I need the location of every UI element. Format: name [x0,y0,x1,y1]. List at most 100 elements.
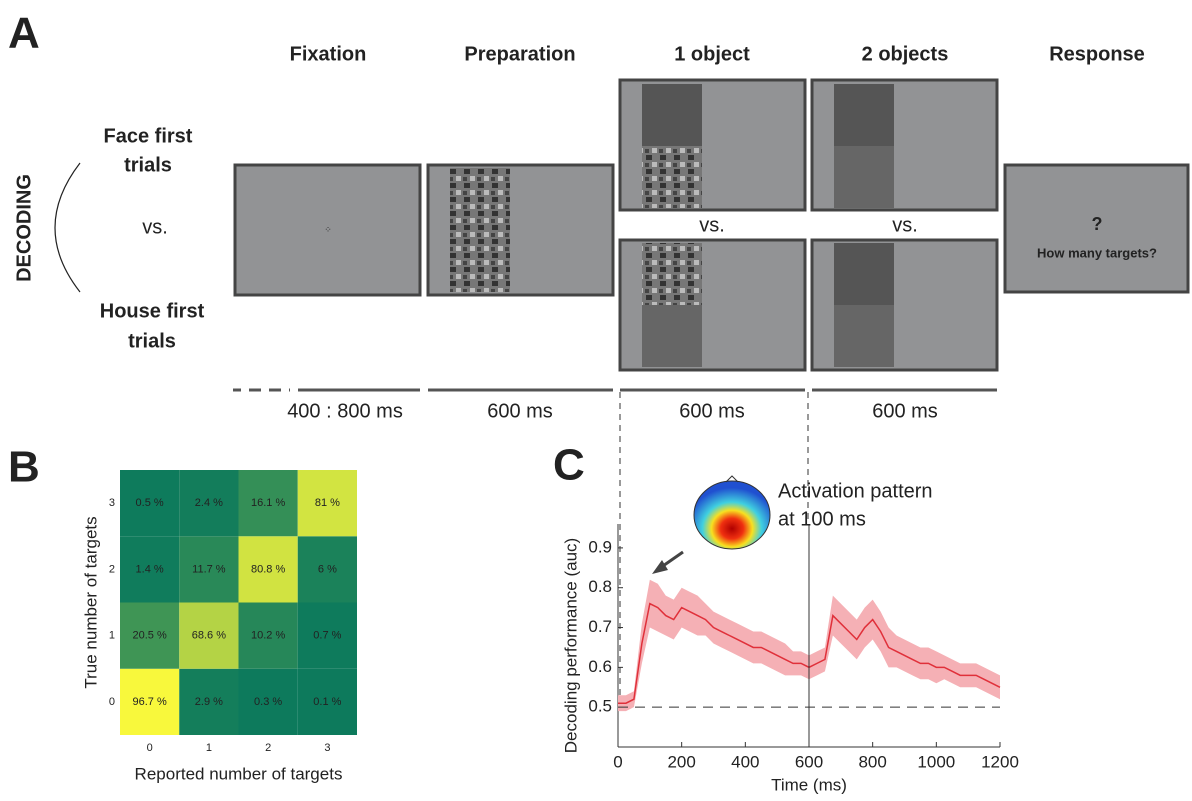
header: 2 objects [862,43,949,65]
label: How many targets? [1037,245,1157,260]
image [834,243,894,305]
label: trials [124,154,172,176]
image [642,305,702,367]
cell [297,602,357,669]
image [834,305,894,367]
cell [120,668,180,735]
header: Fixation [290,43,367,65]
image [834,84,894,146]
cell [297,668,357,735]
cell [120,602,180,669]
cell [179,536,239,603]
x-tick-label: 1200 [981,752,1019,771]
y-tick-label: 0.5 [588,697,612,716]
cell [120,536,180,603]
duration: 600 ms [679,400,745,422]
cell [297,470,357,537]
header: 1 object [674,43,750,65]
label: House first [100,300,205,322]
image [642,243,702,305]
value-label: 0.5 % [136,497,164,509]
value-label: 2.4 % [195,497,223,509]
y-tick-label: 3 [109,497,115,509]
value-label: 10.2 % [251,630,285,642]
y-tick-label: 1 [109,630,115,642]
image [450,168,510,292]
head [693,480,771,550]
cell [238,536,298,603]
duration: 600 ms [872,400,938,422]
image [834,146,894,208]
value-label: 68.6 % [192,630,226,642]
header: Response [1049,43,1145,65]
cell [120,470,180,537]
value-label: 16.1 % [251,497,285,509]
x-tick-label: 1000 [917,752,955,771]
label: vs. [699,214,725,236]
y-tick-label: 2 [109,563,115,575]
panel-label: B [8,443,40,492]
value-label: 0.7 % [313,630,341,642]
x-tick-label: 400 [731,752,759,771]
cell [297,536,357,603]
cell [179,602,239,669]
x-axis-label: Reported number of targets [135,764,343,783]
x-tick-label: 3 [324,742,330,754]
cell [238,668,298,735]
cell [238,602,298,669]
value-label: 6 % [318,563,337,575]
label: vs. [892,214,918,236]
x-tick-label: 0 [147,742,153,754]
image [642,84,702,146]
screen [1003,163,1190,294]
value-label: 20.5 % [133,630,167,642]
value-label: 0.1 % [313,696,341,708]
image [642,146,702,208]
cell [179,470,239,537]
x-tick-label: 1 [206,742,212,754]
fixation-dot: ⁘ [324,224,332,234]
x-tick-label: 2 [265,742,271,754]
duration: 400 : 800 ms [287,400,403,422]
value-label: 96.7 % [133,696,167,708]
value-label: 80.8 % [251,563,285,575]
value-label: 81 % [315,497,340,509]
screen [233,163,422,297]
label: Face first [104,125,193,147]
annotation: Activation pattern [778,480,933,502]
annotation: at 100 ms [778,508,866,530]
x-tick-label: 800 [858,752,886,771]
cell [179,668,239,735]
nose [725,475,739,483]
value-label: 1.4 % [136,563,164,575]
arrow [54,162,81,293]
y-tick-label: 0.7 [588,617,612,636]
side-title: DECODING [13,174,35,282]
cell [238,470,298,537]
y-tick-label: 0.9 [588,537,612,556]
y-axis-label: Decoding performance (auc) [561,538,580,753]
panel-label: A [8,9,40,58]
arrowhead [652,560,668,574]
value-label: 11.7 % [192,563,226,575]
x-tick-label: 200 [667,752,695,771]
panel-label: C [553,441,585,490]
error-band [618,579,1000,712]
x-tick-label: 600 [795,752,823,771]
topography [652,475,771,574]
connector [619,392,809,705]
panel-a: A Fixation Preparation 1 object 2 object… [8,9,1190,705]
y-tick-label: 0 [109,696,115,708]
duration: 600 ms [487,400,553,422]
label: ? [1092,214,1103,234]
x-axis-label: Time (ms) [771,775,847,794]
label: trials [128,330,176,352]
y-axis-label: True number of targets [81,516,100,688]
value-label: 0.3 % [254,696,282,708]
y-tick-label: 0.8 [588,577,612,596]
header: Preparation [464,43,575,65]
value-label: 2.9 % [195,696,223,708]
label: vs. [142,216,168,238]
x-tick-label: 0 [613,752,622,771]
